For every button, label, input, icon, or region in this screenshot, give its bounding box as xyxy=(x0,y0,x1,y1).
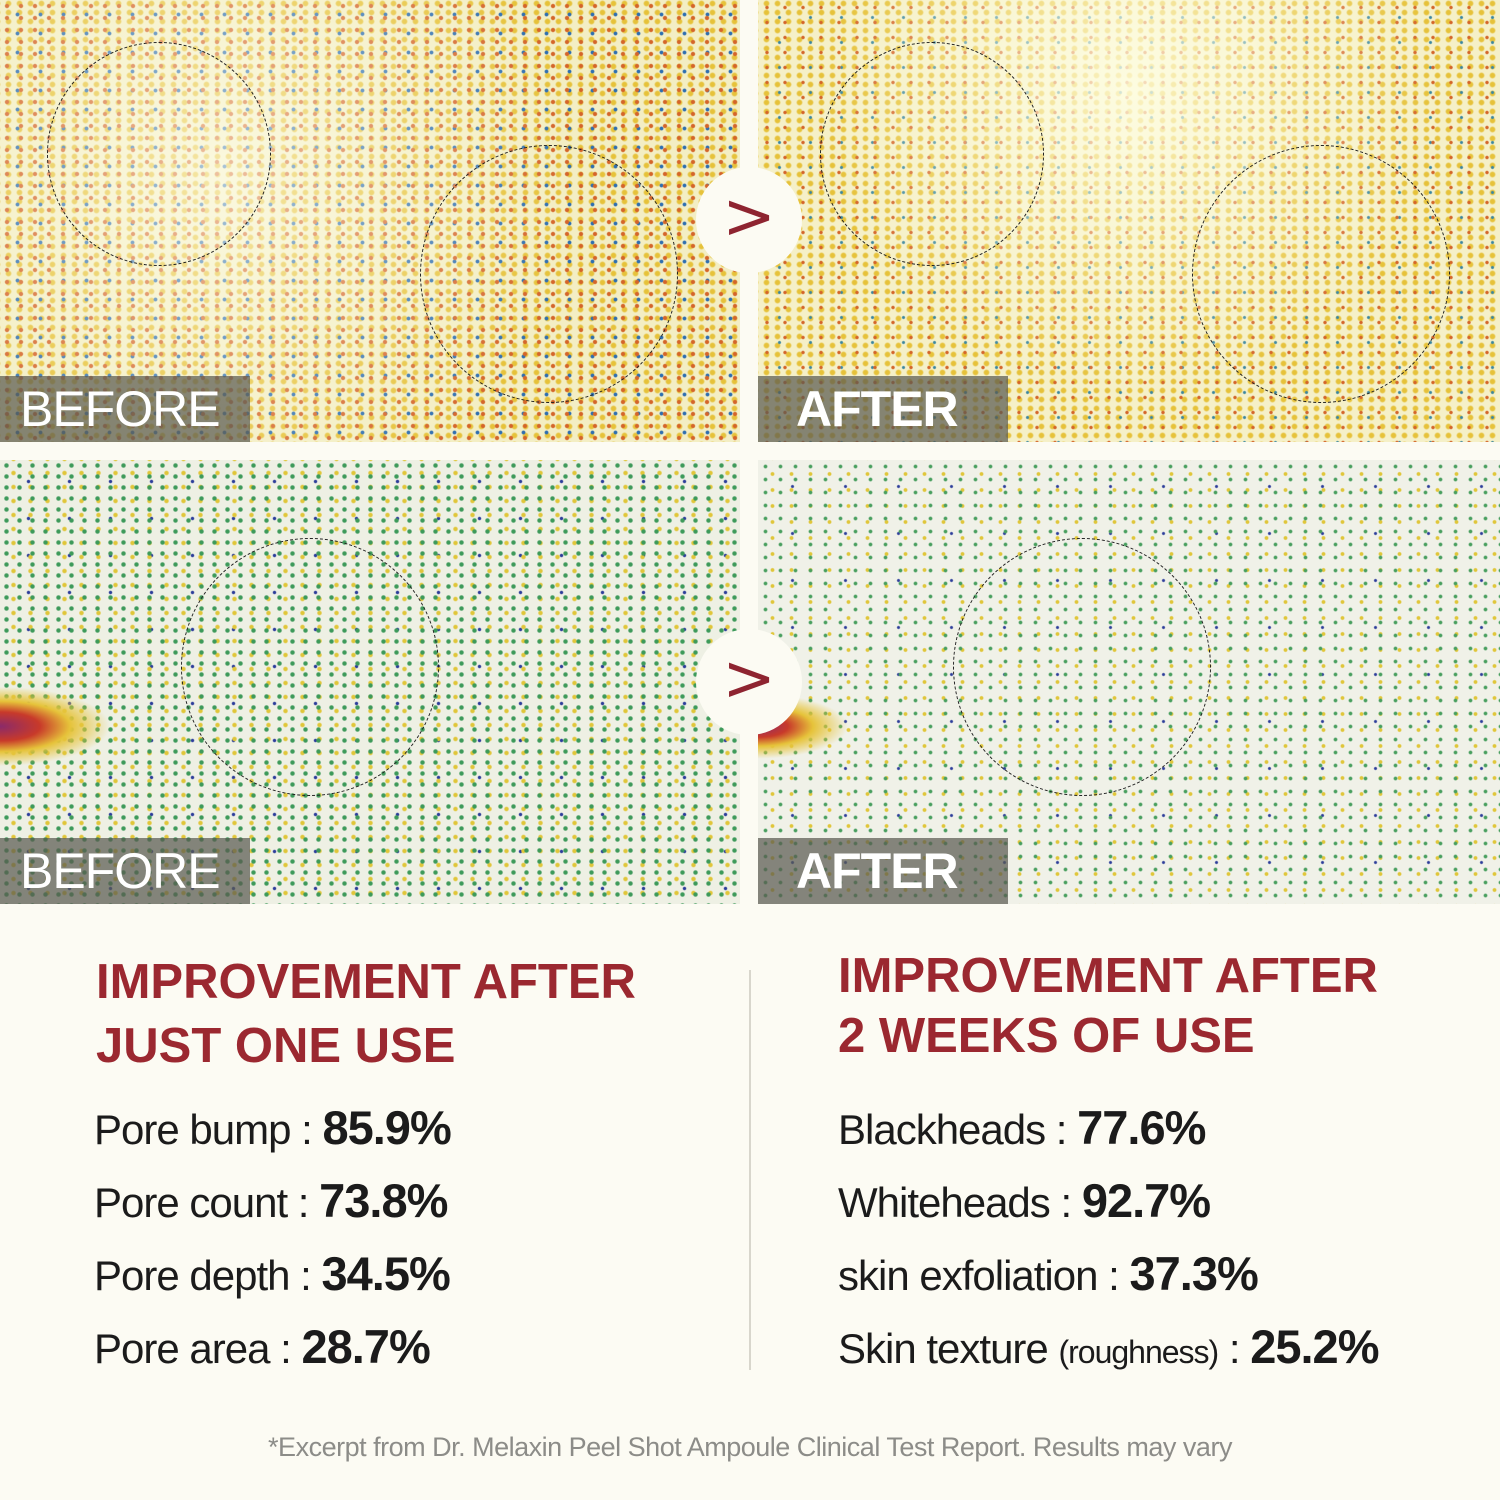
highlight-circle xyxy=(820,42,1044,266)
highlight-circle xyxy=(953,538,1211,796)
stat-item: Blackheads : 77.6% xyxy=(838,1101,1206,1154)
after-label: AFTER xyxy=(758,838,1008,904)
chevron-right-icon: > xyxy=(696,167,802,273)
before-label: BEFORE xyxy=(0,376,250,442)
stat-item: Skin texture (roughness) : 25.2% xyxy=(838,1320,1380,1373)
column-divider xyxy=(749,970,751,1370)
before-label: BEFORE xyxy=(0,838,250,904)
stat-item: Pore count : 73.8% xyxy=(94,1174,448,1227)
right-stats-list: Blackheads : 77.6% Whiteheads : 92.7% sk… xyxy=(838,1092,1380,1388)
stat-item: Pore area : 28.7% xyxy=(94,1320,431,1373)
after-label: AFTER xyxy=(758,376,1008,442)
right-heading: IMPROVEMENT AFTER 2 WEEKS OF USE xyxy=(838,949,1378,1063)
stat-item: Pore bump : 85.9% xyxy=(94,1101,452,1154)
before-image-bottom: BEFORE xyxy=(0,460,740,904)
stat-item: skin exfoliation : 37.3% xyxy=(838,1247,1259,1300)
footnote: *Excerpt from Dr. Melaxin Peel Shot Ampo… xyxy=(268,1432,1232,1462)
after-image-bottom: AFTER xyxy=(758,460,1500,904)
left-stats-list: Pore bump : 85.9% Pore count : 73.8% Por… xyxy=(94,1092,452,1384)
chevron-right-icon: > xyxy=(696,629,802,735)
highlight-circle xyxy=(47,42,271,266)
highlight-circle xyxy=(1192,145,1450,403)
stat-item: Pore depth : 34.5% xyxy=(94,1247,451,1300)
before-image-top: BEFORE xyxy=(0,0,740,442)
left-heading: IMPROVEMENT AFTER JUST ONE USE xyxy=(96,955,636,1073)
after-image-top: AFTER xyxy=(758,0,1500,442)
highlight-circle xyxy=(420,145,678,403)
stat-item: Whiteheads : 92.7% xyxy=(838,1174,1211,1227)
highlight-circle xyxy=(181,538,439,796)
